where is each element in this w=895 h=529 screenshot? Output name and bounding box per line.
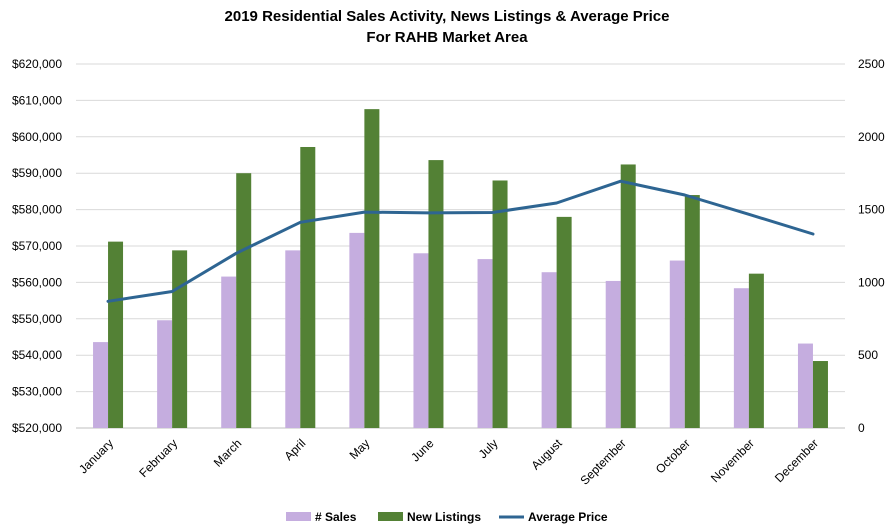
right-tick-label: 1000: [858, 275, 885, 289]
right-tick-label: 1500: [858, 203, 885, 217]
bar-sales: [413, 253, 429, 428]
bar-new-listings: [108, 241, 124, 428]
bar-new-listings: [300, 146, 316, 428]
x-tick-label: March: [211, 436, 244, 469]
bar-sales: [221, 276, 237, 428]
x-tick-label: February: [136, 436, 180, 480]
left-tick-label: $550,000: [12, 312, 62, 326]
left-tick-label: $570,000: [12, 239, 62, 253]
x-tick-label: November: [708, 436, 757, 485]
legend: # Sales New Listings Average Price: [286, 510, 608, 524]
left-tick-label: $540,000: [12, 348, 62, 362]
left-tick-label: $600,000: [12, 130, 62, 144]
bar-series: [93, 109, 828, 429]
right-tick-label: 2500: [858, 57, 885, 71]
bar-new-listings: [556, 216, 572, 428]
bar-new-listings: [492, 180, 508, 428]
left-tick-label: $520,000: [12, 421, 62, 435]
left-tick-label: $610,000: [12, 93, 62, 107]
legend-swatch-sales: [286, 512, 311, 521]
bar-sales: [285, 250, 301, 428]
left-tick-label: $590,000: [12, 166, 62, 180]
left-tick-label: $620,000: [12, 57, 62, 71]
bar-sales: [797, 343, 813, 428]
x-tick-label: December: [772, 436, 821, 485]
bar-new-listings: [172, 250, 188, 428]
chart-title: 2019 Residential Sales Activity, News Li…: [225, 8, 670, 25]
bar-new-listings: [684, 195, 700, 428]
right-tick-label: 0: [858, 421, 865, 435]
average-price-line: [106, 179, 815, 303]
legend-label-average-price: Average Price: [528, 510, 608, 524]
bar-new-listings: [236, 173, 252, 428]
right-tick-label: 500: [858, 348, 878, 362]
x-axis-ticks: January February March April May June July Augu…: [76, 436, 821, 488]
x-tick-label: July: [476, 436, 501, 461]
bar-new-listings: [364, 109, 380, 429]
left-tick-label: $530,000: [12, 385, 62, 399]
x-tick-label: August: [528, 436, 565, 473]
bar-sales: [733, 288, 749, 428]
right-axis-ticks: 0 500 1000 1500 2000 2500: [858, 57, 885, 435]
bar-sales: [669, 260, 685, 428]
line-series: [106, 179, 815, 303]
left-tick-label: $560,000: [12, 275, 62, 289]
left-axis-ticks: $520,000 $530,000 $540,000 $550,000 $560,000…: [12, 57, 62, 435]
bar-new-listings: [812, 361, 828, 428]
bar-new-listings: [620, 164, 636, 429]
gridlines: [76, 63, 845, 429]
bar-new-listings: [748, 273, 764, 428]
bar-sales: [157, 320, 173, 428]
bar-sales: [349, 232, 365, 428]
chart-subtitle: For RAHB Market Area: [366, 29, 528, 46]
bar-sales: [93, 342, 109, 428]
x-tick-label: May: [347, 436, 373, 462]
bar-sales: [541, 272, 557, 428]
left-tick-label: $580,000: [12, 203, 62, 217]
x-tick-label: April: [282, 436, 309, 463]
right-tick-label: 2000: [858, 130, 885, 144]
legend-swatch-new-listings: [378, 512, 403, 521]
x-tick-label: September: [577, 436, 628, 487]
bar-new-listings: [428, 160, 444, 428]
x-tick-label: October: [653, 436, 693, 476]
bar-sales: [605, 280, 621, 428]
legend-label-new-listings: New Listings: [407, 510, 481, 524]
x-tick-label: June: [408, 436, 437, 465]
legend-label-sales: # Sales: [315, 510, 357, 524]
bar-sales: [477, 259, 493, 428]
x-tick-label: January: [76, 436, 116, 476]
